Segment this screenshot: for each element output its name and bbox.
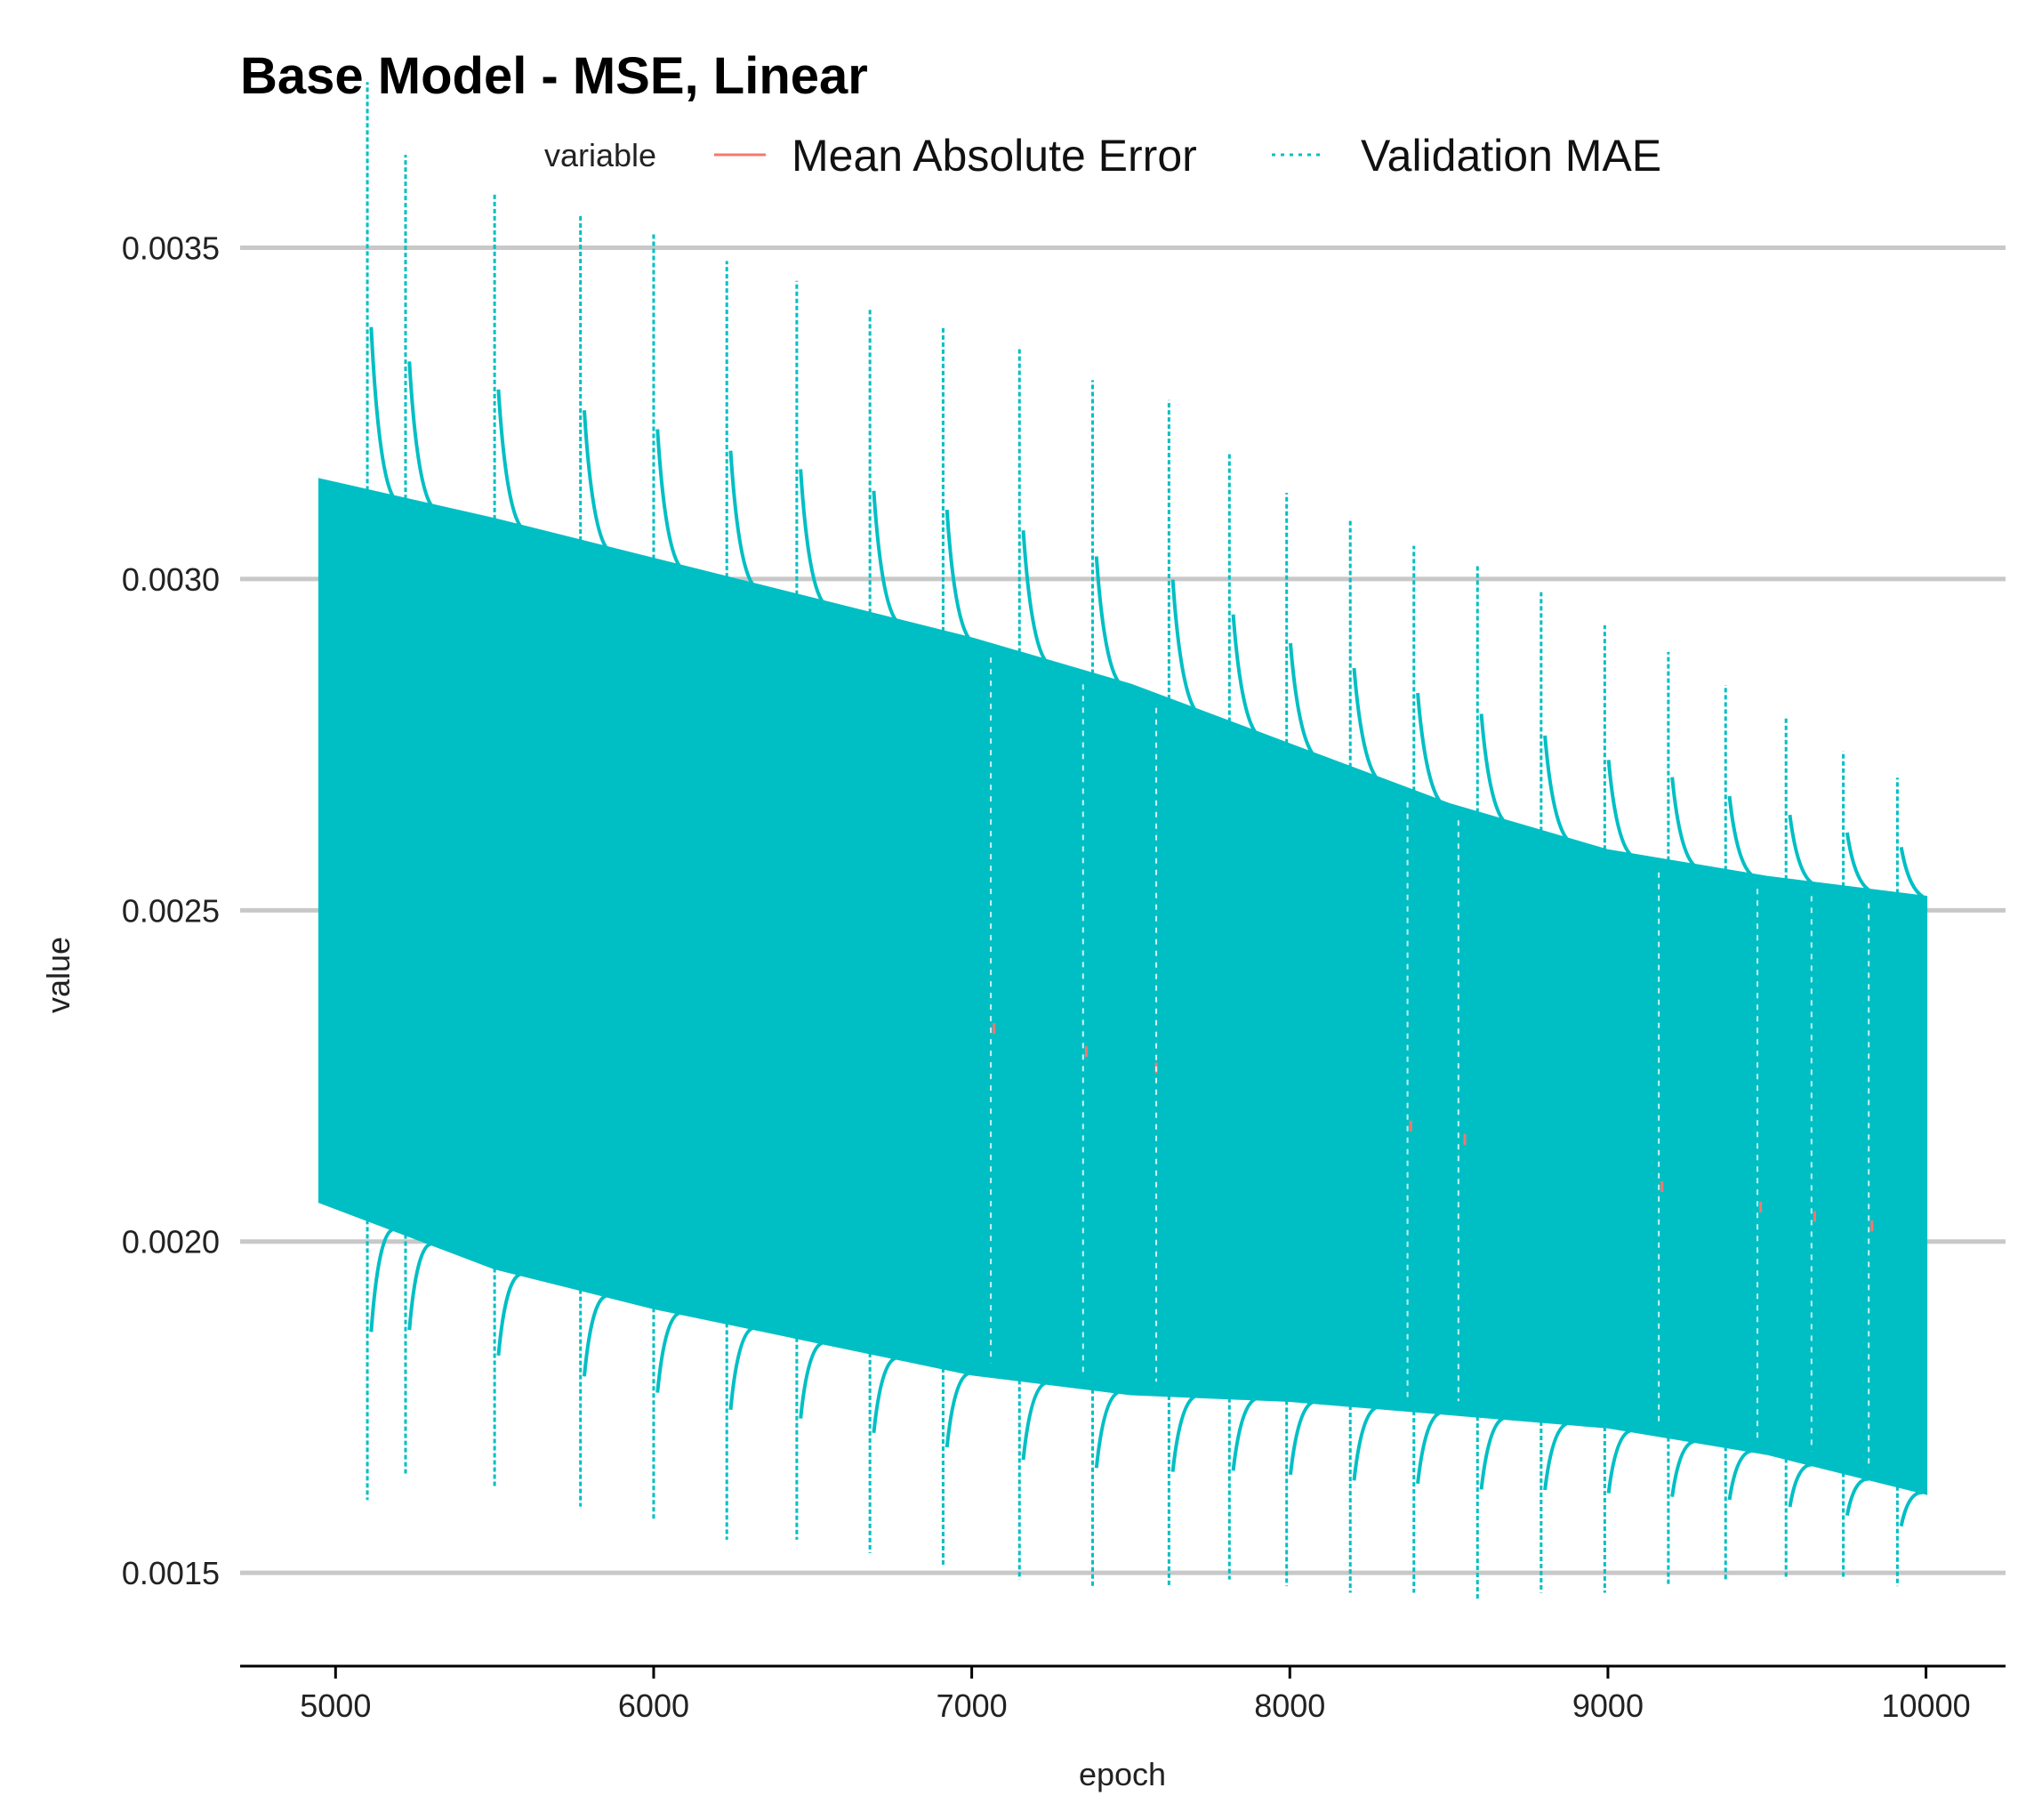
validation-mae-decay [1170, 1395, 1196, 1472]
validation-mae-decay [1289, 1400, 1314, 1476]
validation-mae-decay [1606, 1429, 1631, 1494]
validation-mae-decay [728, 1326, 753, 1410]
validation-mae-decay [1899, 847, 1925, 898]
validation-mae-decay [655, 429, 681, 567]
validation-mae-decay [799, 1341, 824, 1419]
validation-mae-decay [1352, 667, 1378, 778]
x-tick-label: 9000 [1572, 1687, 1644, 1724]
validation-mae-decay [1845, 832, 1870, 892]
legend-label-validation-mae: Validation MAE [1361, 131, 1661, 181]
validation-mae-band [318, 478, 1928, 1495]
x-tick-label: 6000 [618, 1687, 689, 1724]
validation-mae-decay [1727, 795, 1753, 876]
validation-mae-decay [1479, 1416, 1505, 1490]
validation-mae-decay [496, 389, 522, 527]
validation-mae-decay [1352, 1405, 1377, 1481]
x-tick-label: 5000 [300, 1687, 371, 1724]
chart-title: Base Model - MSE, Linear [240, 47, 868, 105]
validation-mae-decay [1543, 735, 1569, 840]
validation-mae-decay [1231, 1397, 1257, 1471]
y-tick-label: 0.0015 [122, 1555, 220, 1591]
validation-mae-decay [407, 1242, 432, 1331]
validation-mae-decay [728, 450, 754, 585]
legend-title: variable [544, 137, 656, 173]
y-tick-label: 0.0020 [122, 1224, 220, 1260]
validation-mae-decay [1845, 1477, 1869, 1516]
legend-label-mean-absolute-error: Mean Absolute Error [792, 131, 1197, 181]
validation-mae-decay [496, 1272, 521, 1357]
y-axis-title: value [40, 937, 76, 1013]
x-tick-label: 10000 [1882, 1687, 1971, 1724]
legend: variable Mean Absolute Error Validation … [544, 131, 1661, 181]
validation-mae-decay [1288, 642, 1314, 754]
validation-mae-decay [407, 361, 433, 506]
validation-mae-decay [1788, 1462, 1813, 1508]
validation-mae-decay [1416, 1411, 1441, 1485]
validation-mae-decay [945, 509, 970, 640]
validation-mae-decay [1231, 614, 1257, 733]
validation-mae-decay [799, 469, 824, 603]
validation-mae-decay [872, 490, 897, 621]
validation-mae-decay [1788, 814, 1813, 884]
y-tick-label: 0.0030 [122, 561, 220, 598]
validation-mae-decay [1416, 692, 1442, 802]
validation-mae-decay [369, 1228, 394, 1333]
validation-mae-decay [1021, 1381, 1046, 1461]
validation-mae-decay [1479, 713, 1505, 822]
validation-mae-decay [1021, 530, 1047, 661]
validation-mae-decay [1543, 1421, 1568, 1491]
x-axis-ticks: 5000 6000 7000 8000 9000 10000 [300, 1666, 1971, 1724]
y-tick-label: 0.0025 [122, 892, 220, 929]
validation-mae-decay [1606, 760, 1632, 856]
validation-mae-decay [1094, 556, 1120, 682]
validation-mae-decay [872, 1356, 896, 1434]
validation-mae-decay [1094, 1390, 1120, 1469]
validation-mae-decay [1899, 1490, 1924, 1527]
validation-mae-decay [1670, 1439, 1695, 1497]
validation-mae-decay [945, 1372, 969, 1448]
x-axis-title: epoch [1079, 1756, 1166, 1792]
y-axis-tick-labels: 0.0015 0.0020 0.0025 0.0030 0.0035 [122, 230, 220, 1591]
y-tick-label: 0.0035 [122, 230, 220, 266]
plot-area [318, 82, 1928, 1599]
x-tick-label: 7000 [937, 1687, 1008, 1724]
validation-mae-decay [582, 1293, 607, 1377]
validation-mae-decay [582, 410, 608, 549]
validation-mae-decay [1170, 579, 1196, 710]
validation-mae-decay [655, 1311, 680, 1393]
validation-mae-decay [369, 326, 395, 497]
x-tick-label: 8000 [1254, 1687, 1325, 1724]
validation-mae-decay [1670, 777, 1696, 866]
validation-mae-decay [1727, 1449, 1752, 1501]
